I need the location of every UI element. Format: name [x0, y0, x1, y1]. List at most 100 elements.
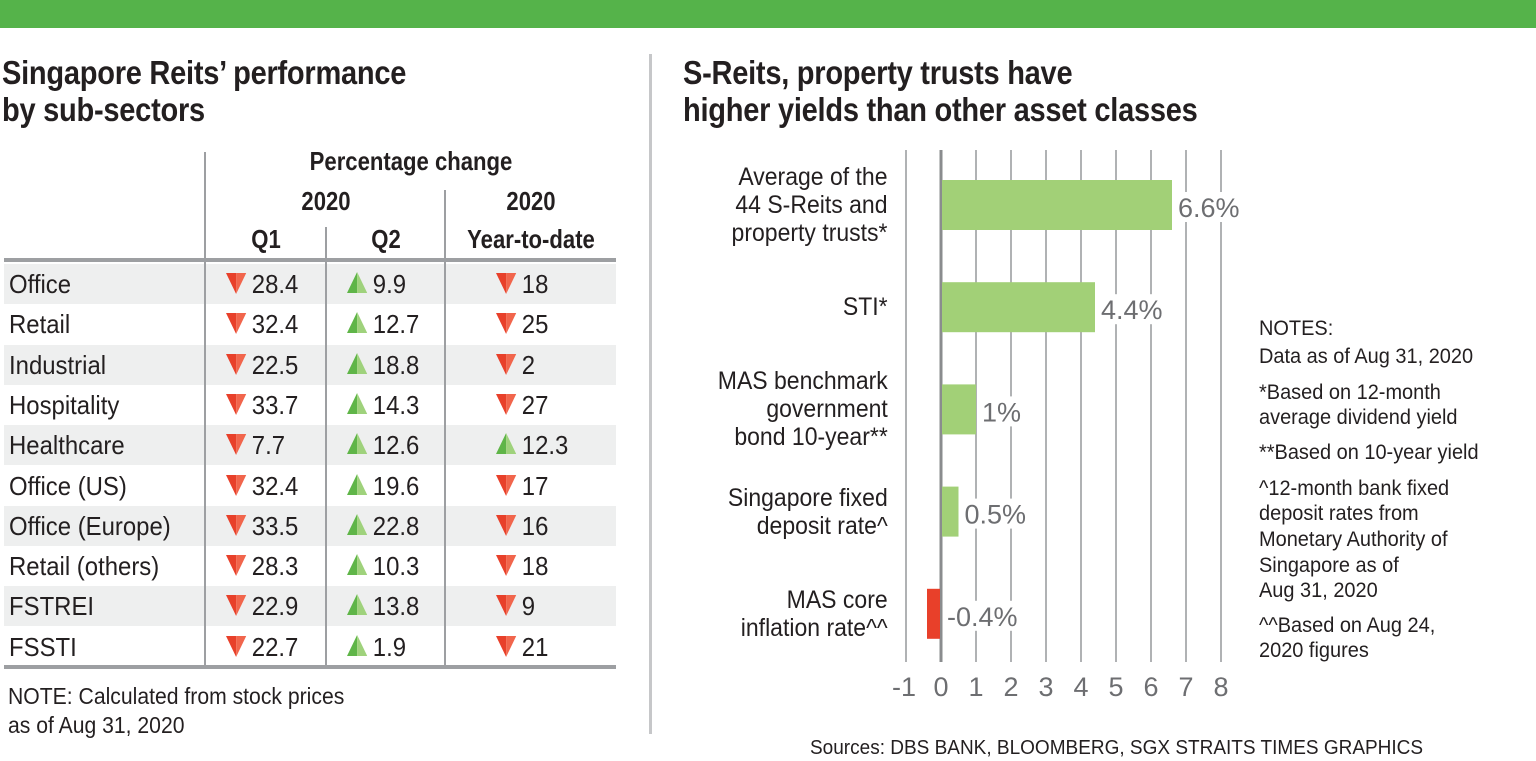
cell-ytd: 27	[496, 390, 548, 420]
triangle-down-icon	[226, 393, 247, 415]
triangle-up-icon	[347, 554, 368, 576]
left-title-line2: by sub-sectors	[2, 91, 205, 128]
category-label-line: Singapore fixed	[728, 483, 888, 512]
cell-value: 12.6	[372, 430, 420, 461]
triangle-down-icon	[496, 595, 517, 617]
value-label-backing	[945, 600, 1022, 631]
column-divider-q1-q2	[325, 227, 327, 667]
category-label: STI*	[843, 293, 888, 321]
cell-q1: 28.3	[226, 551, 298, 581]
cell-q1: 22.9	[226, 591, 298, 621]
table-row: Office 28.4 9.9 18	[4, 264, 616, 304]
note-line: average dividend yield	[1259, 406, 1458, 429]
cell-q1: 32.4	[226, 471, 298, 501]
cell-q2: 14.3	[347, 390, 419, 420]
table-row: Office (Europe) 33.5 22.8 16	[4, 505, 616, 546]
column-header-q1: Q1	[251, 224, 281, 254]
triangle-down-icon	[496, 555, 517, 577]
value-label: 1%	[982, 397, 1021, 427]
super-header: Percentage change	[309, 146, 513, 176]
triangle-up-icon	[347, 513, 368, 535]
column-divider-ytd	[444, 190, 446, 667]
note-line: ^^Based on Aug 24,	[1259, 614, 1436, 637]
note-line: *Based on 12-month	[1259, 381, 1441, 404]
triangle-down-icon	[496, 353, 517, 375]
triangle-down-icon	[226, 595, 247, 617]
table-row: Office (US) 32.4 19.6 17	[4, 466, 616, 506]
left-note-line1: NOTE: Calculated from stock prices	[8, 683, 345, 709]
cell-value: 13.8	[372, 591, 420, 622]
left-note-line2: as of Aug 31, 2020	[8, 712, 185, 738]
cell-ytd: 12.3	[496, 430, 568, 460]
cell-value: 22.5	[251, 349, 299, 380]
table-row: FSTREI 22.9 13.8 9	[4, 586, 616, 627]
row-label: Hospitality	[9, 389, 120, 420]
category-label: Singapore fixed deposit rate^	[728, 484, 888, 540]
row-label: Industrial	[9, 349, 107, 380]
category-label-line: STI*	[843, 293, 888, 322]
x-tick-label: 7	[1178, 672, 1193, 702]
cell-q2: 10.3	[347, 551, 419, 581]
right-title-line2: higher yields than other asset classes	[683, 91, 1198, 128]
cell-ytd: 25	[496, 309, 548, 339]
row-label: Retail	[9, 309, 71, 340]
triangle-down-icon	[226, 474, 247, 496]
cell-value: 17	[521, 470, 549, 501]
x-tick-label: 4	[1073, 672, 1088, 702]
cell-ytd: 18	[496, 269, 548, 299]
note-line: ^12-month bank fixed	[1259, 477, 1450, 500]
x-tick-label: 0	[933, 672, 948, 702]
value-label: 6.6%	[1178, 193, 1240, 223]
row-label: Office (Europe)	[9, 510, 171, 541]
category-label-line: 44 S-Reits and	[735, 191, 888, 219]
cell-value: 9	[521, 591, 536, 622]
category-label-line: bond 10-year**	[734, 423, 888, 452]
cell-q2: 13.8	[347, 591, 419, 621]
triangle-down-icon	[496, 474, 517, 496]
category-label-line: Average of the	[738, 163, 888, 191]
cell-q1: 28.4	[226, 269, 298, 299]
bar	[942, 180, 1172, 230]
triangle-up-icon	[347, 433, 368, 455]
header-rule	[4, 258, 616, 262]
value-label-backing	[1176, 192, 1244, 222]
row-label: Office (US)	[9, 470, 127, 501]
cell-q2: 22.8	[347, 511, 419, 541]
triangle-up-icon	[347, 392, 368, 414]
cell-q2: 9.9	[347, 269, 406, 299]
cell-value: 21	[521, 631, 549, 662]
right-title-line1: S-Reits, property trusts have	[683, 54, 1073, 91]
triangle-up-icon	[347, 312, 368, 334]
x-tick-label: -1	[892, 672, 916, 702]
bar	[942, 384, 976, 435]
cell-value: 25	[521, 309, 549, 340]
cell-value: 33.5	[251, 510, 299, 541]
cell-q2: 12.6	[347, 430, 419, 460]
cell-value: 9.9	[372, 269, 407, 299]
cell-q1: 22.5	[226, 350, 298, 380]
cell-q2: 12.7	[347, 309, 419, 339]
triangle-down-icon	[496, 273, 517, 294]
column-header-q2: Q2	[371, 224, 401, 254]
cell-value: 1.9	[372, 631, 407, 662]
category-label-line: government	[766, 395, 888, 424]
notes-heading: NOTES:	[1259, 317, 1334, 340]
cell-value: 22.8	[372, 510, 420, 541]
cell-value: 27	[521, 389, 549, 420]
group-header-quarters: 2020	[301, 186, 351, 216]
note-line: Data as of Aug 31, 2020	[1259, 345, 1474, 368]
triangle-up-icon	[347, 594, 368, 616]
cell-ytd: 16	[496, 511, 548, 541]
cell-value: 33.7	[251, 389, 299, 420]
cell-value: 18.8	[372, 349, 420, 380]
x-tick-label: 5	[1108, 672, 1123, 702]
table-row: Industrial 22.5 18.8 2	[4, 344, 616, 385]
value-label-backing	[962, 498, 1031, 529]
bar	[927, 588, 940, 639]
sources-credit: Sources: DBS BANK, BLOOMBERG, SGX STRAIT…	[810, 737, 1424, 759]
triangle-up-icon	[347, 352, 368, 374]
triangle-up-icon	[496, 433, 517, 455]
cell-value: 12.7	[372, 309, 420, 340]
cell-value: 7.7	[251, 430, 286, 461]
left-note: NOTE: Calculated from stock prices as of…	[8, 682, 344, 740]
